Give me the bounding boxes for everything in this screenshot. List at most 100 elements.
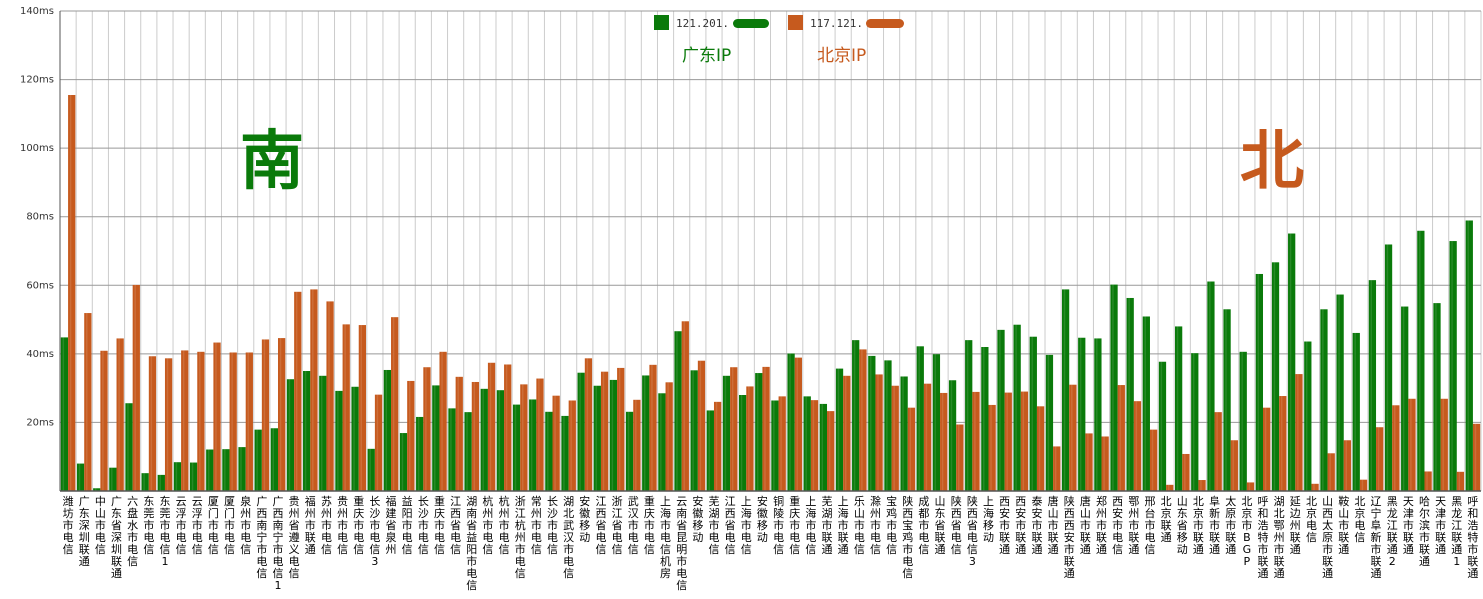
bar-beijing-highlight [505,364,508,491]
bar-guangdong-highlight [643,375,646,491]
bar-guangdong [367,448,375,491]
bar-guangdong [93,488,101,491]
bar-guangdong-highlight [563,415,565,491]
bar-beijing [940,392,948,491]
bar-beijing [1230,440,1238,491]
bar-beijing [1295,374,1303,491]
bar-guangdong [238,447,246,491]
x-tick-label: 潍坊市电信 [63,495,74,556]
bar-guangdong [1191,353,1199,491]
x-tick-label: 陕西省电信 [951,494,962,556]
bar-guangdong [1417,230,1425,491]
legend-line-beijing [866,19,904,28]
bar-beijing-highlight [1297,374,1299,491]
bar-beijing [827,411,835,491]
x-tick-label: 泰安市联通 [1031,494,1042,556]
x-tick-label: 北京市 B G P [1241,495,1252,568]
bar-guangdong-highlight [1031,336,1033,491]
x-tick-label: 北京市联通 [1193,495,1204,556]
bar-beijing [471,381,480,491]
bar-beijing [778,396,786,491]
bar-guangdong [270,428,278,491]
bar-guangdong [512,404,521,491]
x-tick-label: 云南省昆明市电信 [676,495,687,592]
bar-beijing-highlight [764,366,766,491]
bar-beijing [1182,453,1190,491]
bar-beijing-highlight [522,384,524,491]
bar-beijing-highlight [1184,453,1186,491]
x-tick-label: 益阳市电信 [402,494,413,556]
bar-guangdong-highlight [1209,281,1211,491]
x-tick-label: 江西省电信 [595,495,606,556]
bar-guangdong-highlight [417,416,420,491]
bar-beijing [923,383,932,491]
bar-beijing-highlight [1410,398,1412,491]
bar-guangdong [706,410,714,491]
bar-beijing-highlight [1329,453,1331,491]
bar-guangdong-highlight [853,340,856,491]
bar-beijing-highlight [731,367,734,491]
bar-beijing-highlight [635,399,637,491]
x-tick-label: 长沙市电信 [418,495,429,556]
bar-guangdong-highlight [224,449,226,491]
bar-beijing [407,380,415,491]
x-tick-label: 北京电信 [1306,495,1317,544]
bar-guangdong-highlight [62,337,65,491]
legend-label-beijing[interactable]: 117.121. [810,17,863,30]
bar-guangdong [335,390,343,491]
legend[interactable]: 121.201. 广东IP 117.121. 北京IP [654,15,904,66]
bar-guangdong [900,376,908,491]
bar-guangdong [948,380,957,491]
bar-guangdong [464,412,472,491]
bar-beijing [681,321,689,491]
bar-beijing-highlight [182,350,185,491]
bar-guangdong [916,346,924,491]
bar-guangdong-highlight [1419,230,1421,491]
bar-beijing [310,289,318,491]
bar-guangdong-highlight [304,371,307,491]
bar-beijing [617,367,625,491]
bar-beijing-highlight [554,395,556,491]
bar-beijing-highlight [312,289,314,491]
bar-beijing-highlight [1006,392,1008,491]
bar-guangdong [1320,309,1328,491]
grid-lines [59,10,1482,491]
bar-beijing-highlight [1361,479,1364,491]
bar-beijing [1327,453,1335,491]
bar-beijing [213,342,221,491]
bar-beijing-highlight [1135,401,1138,491]
bar-beijing-highlight [618,367,621,491]
bar-guangdong [222,449,230,491]
bar-beijing [633,399,641,491]
x-tick-label: 云浮市电信 [192,495,203,556]
bar-beijing [907,407,916,491]
x-tick-label: 常州市电信 [531,495,542,556]
bar-beijing-highlight [231,352,233,491]
legend-label-guangdong[interactable]: 121.201. [676,17,729,30]
bar-beijing-highlight [780,396,782,491]
bar-beijing-highlight [134,284,136,491]
bar-guangdong-highlight [272,428,274,491]
bar-beijing [1311,483,1319,491]
x-tick-label: 长沙市电信 [547,495,558,556]
bar-guangdong-highlight [1273,262,1276,491]
bar-beijing [1424,471,1432,491]
bar-beijing [891,385,899,491]
y-tick-label: 140ms [20,6,54,17]
bar-guangdong [1384,244,1393,491]
bar-guangdong [997,329,1005,491]
bar-beijing [1004,392,1012,491]
bar-guangdong-highlight [595,385,597,491]
bar-guangdong-highlight [1063,289,1066,491]
bar-guangdong [593,385,601,491]
x-tick-label: 云浮市电信 [176,495,187,556]
bar-beijing [1149,429,1158,491]
bar-beijing [229,352,237,491]
bar-guangdong [1239,351,1247,491]
x-tick-label: 湖北鄂州市联通 [1274,495,1285,580]
bar-guangdong [399,433,408,491]
bar-beijing [1166,484,1174,491]
x-tick-label: 上海移动 [983,495,994,544]
bar-guangdong [625,411,634,491]
